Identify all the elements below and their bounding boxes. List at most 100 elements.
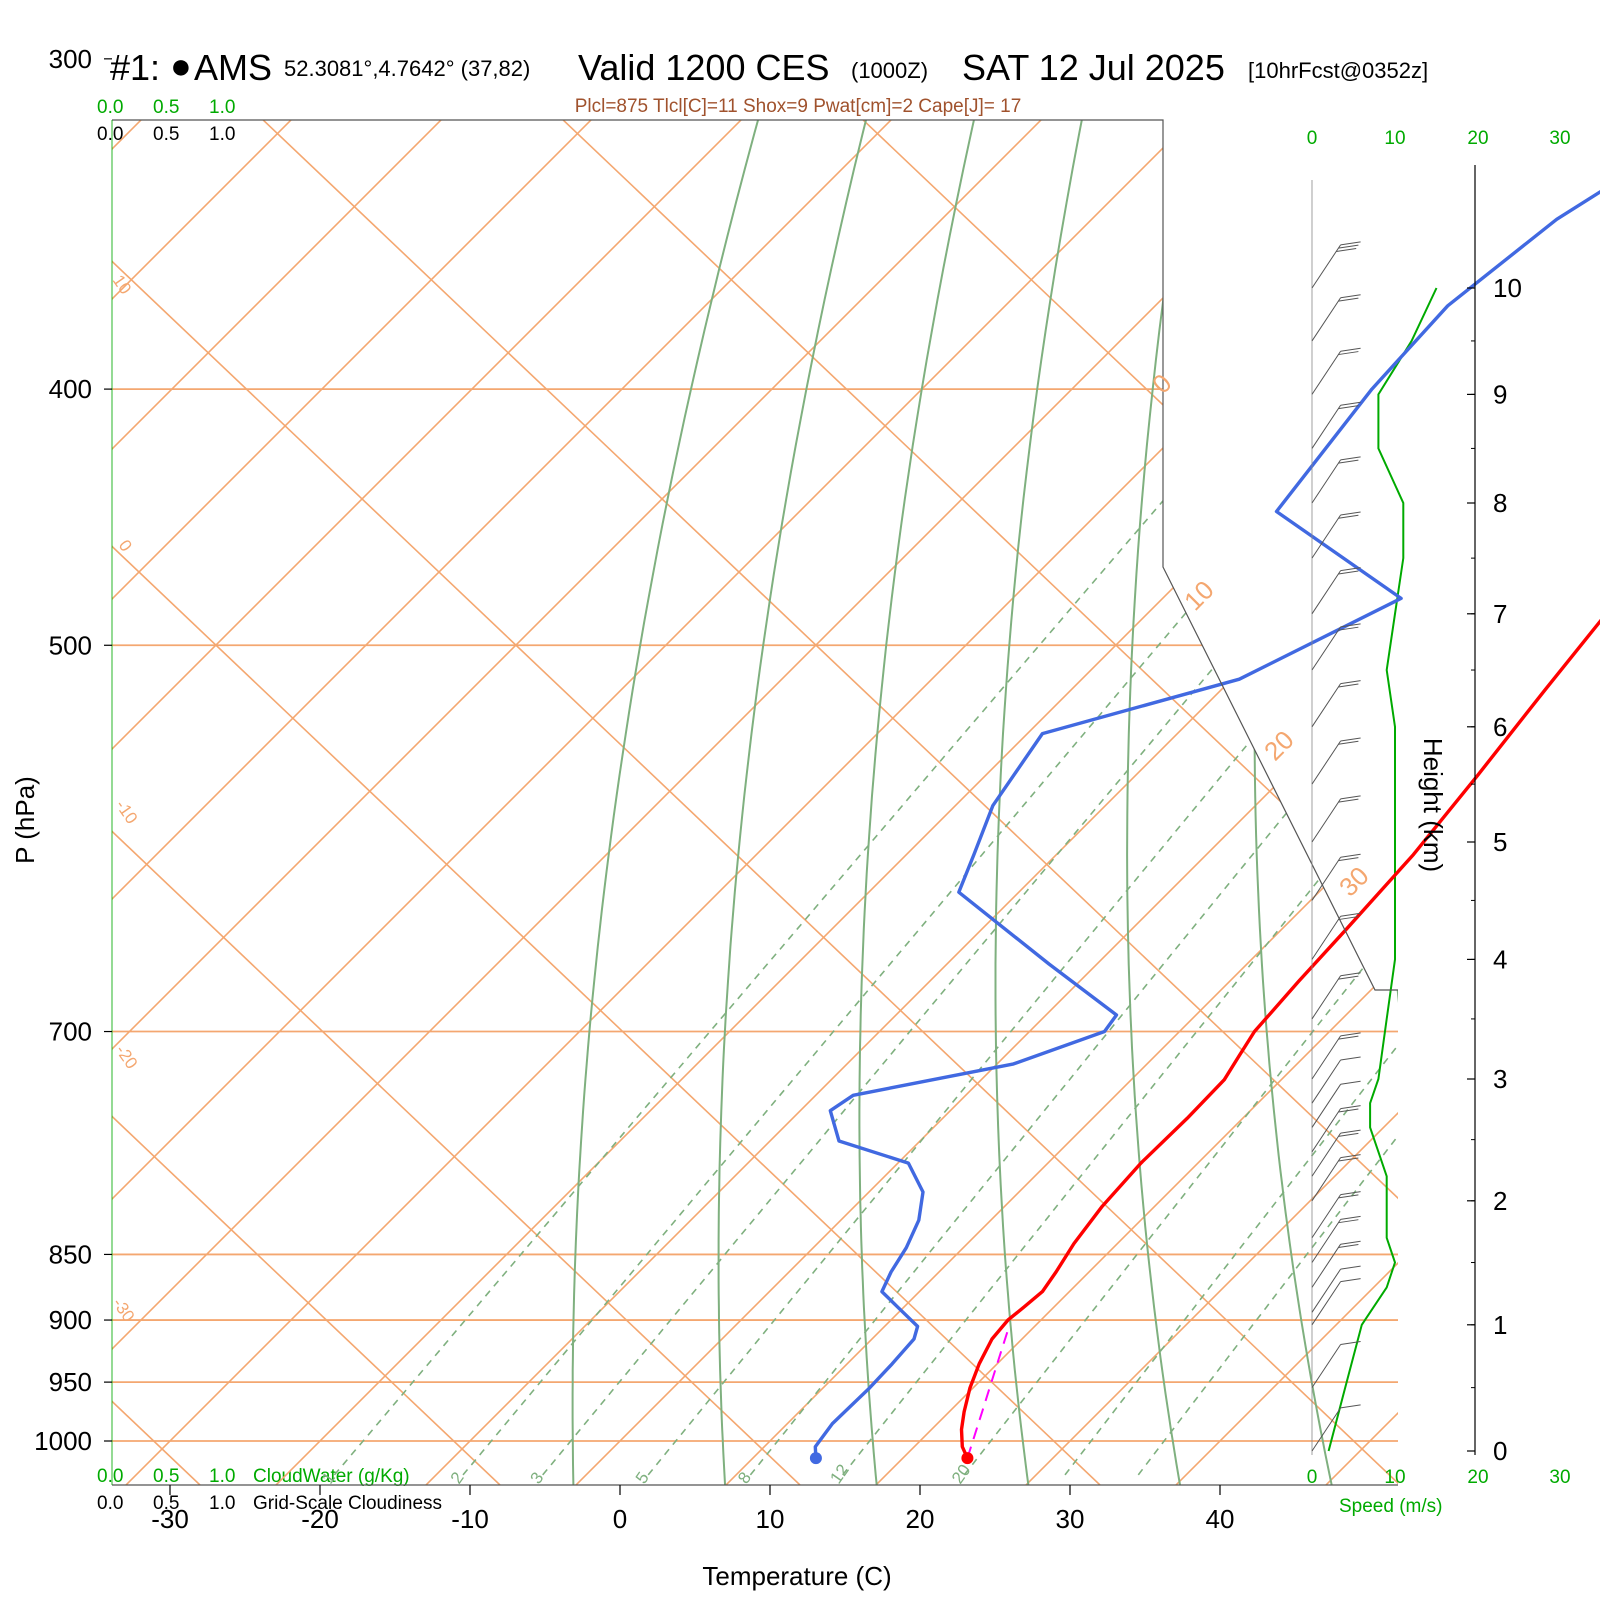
cloud-water-tick: 1.0 (209, 1466, 235, 1487)
utc-time: (1000Z) (851, 58, 928, 83)
wind-barb-flag (1340, 1032, 1361, 1037)
wind-barb-flag (1340, 401, 1361, 406)
isotherm-line (112, 120, 1359, 1485)
wind-barb-shaft (1311, 798, 1342, 843)
temperature-tick-label: 0 (613, 1504, 627, 1534)
axes-layer: 123581220100-10-20-300102030250300400500… (34, 44, 1570, 1534)
speed-tick-label-bottom: 0 (1307, 1467, 1318, 1488)
wind-barb-flag (1340, 241, 1361, 246)
cloudiness-label: Grid-Scale Cloudiness (253, 1493, 442, 1514)
isotherm-line (1313, 120, 1398, 1485)
wind-barb-shaft (1311, 1281, 1342, 1326)
cloud-water-tick: 1.0 (209, 97, 235, 118)
dry-adiabat-line (858, 120, 1055, 1485)
wind-barb-flag (1338, 916, 1359, 921)
background-grid (112, 120, 1398, 1485)
wind-barb-flag (1340, 795, 1361, 800)
sounding-traces (809, 190, 1600, 1465)
mixing-ratio-line (462, 388, 1376, 1476)
wind-barb-flag (1340, 853, 1361, 858)
temperature-tick-label: 30 (1056, 1504, 1085, 1534)
orange-diagonal-line (112, 120, 1398, 1485)
wind-barb-flag (1340, 347, 1361, 352)
speed-tick-label-bottom: 20 (1467, 1467, 1488, 1488)
wind-barb-shaft (1311, 1219, 1342, 1263)
height-tick-label: 1 (1493, 1310, 1507, 1340)
wind-barb-shaft (1311, 1059, 1342, 1104)
isotherm-line (112, 120, 1059, 1485)
wind-barb-flag (1338, 1219, 1359, 1224)
speed-tick-label-top: 0 (1307, 128, 1318, 149)
height-tick-label: 8 (1493, 488, 1507, 518)
temperature-tick-label: 10 (756, 1504, 785, 1534)
indices-line: Plcl=875 Tlcl[C]=11 Shox=9 Pwat[cm]=2 Ca… (575, 96, 1022, 117)
parcel-trace (966, 1326, 1011, 1459)
wind-barb-flag (1340, 511, 1361, 516)
orange-diagonal-line (799, 120, 1398, 1485)
wind-barb-shaft (1311, 740, 1342, 785)
mixing-ratio-label: 20 (948, 1461, 974, 1487)
mixing-ratio-line (749, 388, 1398, 1476)
wind-barb-flag (1340, 1056, 1361, 1061)
wind-barb-flag (1340, 680, 1361, 685)
pressure-tick-label: 850 (49, 1239, 92, 1269)
wind-barb-flag (1338, 857, 1359, 862)
wind-barb-shaft (1311, 1084, 1342, 1128)
wind-barb-flag (1340, 912, 1361, 917)
height-tick-label: 7 (1493, 599, 1507, 629)
orange-diagonal-line (112, 120, 1101, 1485)
dry-adiabat-line (1126, 120, 1254, 1485)
isotherm-line (112, 120, 609, 1485)
cloud-scale-top: 0.0 0.5 1.0 0.0 0.5 1.0 (97, 97, 235, 145)
temperature-tick-label: -10 (451, 1504, 489, 1534)
wind-barb-flag (1340, 1404, 1361, 1409)
height-tick-label: 3 (1493, 1064, 1507, 1094)
pressure-tick-label: 400 (49, 374, 92, 404)
isotherm-line (263, 120, 1398, 1485)
wind-barb-flag (1340, 737, 1361, 742)
wind-barb-shaft (1311, 975, 1342, 1020)
wind-barb-flag (1340, 1278, 1361, 1283)
orange-diagonal-line (112, 120, 801, 1485)
station-id: #1: (110, 47, 160, 88)
cloud-water-tick: 0.5 (153, 97, 179, 118)
height-tick-label: 2 (1493, 1186, 1507, 1216)
isotherm-line (112, 120, 909, 1485)
isotherm-line (563, 120, 1398, 1485)
wind-barb-flag (1340, 1265, 1361, 1270)
wind-barb-flag (1340, 623, 1361, 628)
height-tick-label: 9 (1493, 379, 1507, 409)
wind-barb-shaft (1311, 297, 1342, 342)
isotherm-line (112, 120, 1398, 1485)
pressure-tick-label: 950 (49, 1367, 92, 1397)
mixing-ratio-line (542, 388, 1398, 1476)
cloud-water-tick: 0.5 (153, 1466, 179, 1487)
temperature-axis-title: Temperature (C) (702, 1561, 891, 1591)
isotherm-line (863, 120, 1398, 1485)
wind-barb-shaft (1311, 1194, 1342, 1239)
wind-barb-flag (1340, 1080, 1361, 1085)
wind-barb-flag (1338, 405, 1359, 410)
wind-barb-flag (1340, 1129, 1361, 1134)
wind-barb-flag (1338, 740, 1359, 745)
wind-barb-shaft (1311, 404, 1342, 449)
pressure-tick-label: 700 (49, 1017, 92, 1047)
isotherm-line (713, 120, 1398, 1485)
mixing-ratio-line (842, 388, 1398, 1476)
wind-barb-shaft (1311, 1157, 1342, 1202)
isotherm-line (112, 120, 459, 1485)
isotherm-line (112, 120, 1398, 1485)
wind-barb-shaft (1311, 856, 1342, 901)
wind-barb-flag (1338, 1244, 1359, 1249)
speed-tick-label-top: 10 (1384, 128, 1405, 149)
cloud-scale-bottom: 0.0 0.5 1.0 CloudWater (g/Kg) 0.0 0.5 1.… (97, 1466, 442, 1514)
wind-barb-flag (1338, 798, 1359, 803)
cloudiness-tick: 1.0 (209, 124, 235, 145)
pressure-tick-label: 1000 (34, 1426, 92, 1456)
wind-barb-flag (1338, 514, 1359, 519)
dewpoint-trace (813, 190, 1600, 1459)
mixing-ratio-line (963, 388, 1398, 1476)
wind-barb-flag (1338, 459, 1359, 464)
wind-barb-shaft (1311, 1035, 1342, 1080)
speed-tick-label-top: 30 (1549, 128, 1570, 149)
